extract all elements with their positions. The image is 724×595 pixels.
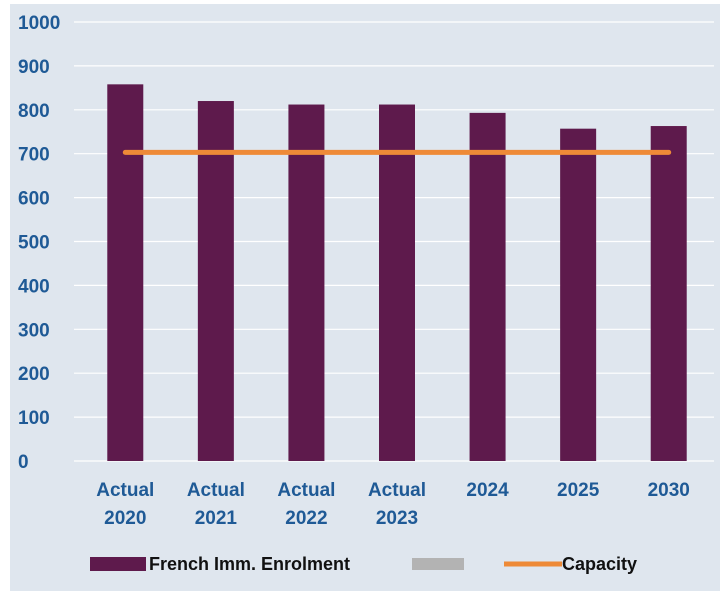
y-tick-label: 600	[18, 189, 50, 210]
legend-swatch-unlabeled	[412, 558, 464, 570]
enrolment-bar	[650, 126, 687, 461]
legend-label-enrolment: French Imm. Enrolment	[149, 554, 350, 574]
x-tick-label: 2024	[466, 480, 509, 501]
enrolment-bar	[197, 101, 234, 462]
x-tick-label: 2023	[376, 508, 418, 529]
y-tick-label: 500	[18, 233, 50, 254]
y-tick-label: 200	[18, 364, 50, 385]
y-tick-label: 1000	[18, 13, 60, 34]
x-tick-label: 2022	[285, 508, 327, 529]
enrolment-bar	[107, 84, 144, 461]
x-tick-label: Actual	[96, 480, 154, 501]
enrolment-bar	[469, 112, 506, 462]
y-tick-label: 300	[18, 320, 50, 341]
bar-chart: 0 100 200 300 400 500 600 700 800 900 1000 Actual 2…	[18, 13, 714, 574]
x-tick-label: Actual	[368, 480, 426, 501]
x-tick-label: 2020	[104, 508, 146, 529]
x-tick-label: Actual	[187, 480, 245, 501]
legend-swatch-enrolment	[90, 557, 146, 571]
y-tick-label: 100	[18, 408, 50, 429]
chart-panel: 0 100 200 300 400 500 600 700 800 900 1000 Actual 2…	[10, 4, 720, 591]
x-tick-label: 2025	[557, 480, 600, 501]
y-tick-label: 0	[18, 452, 29, 473]
enrolment-bar	[288, 104, 325, 462]
y-tick-label: 400	[18, 276, 50, 297]
legend: French Imm. Enrolment Capacity	[90, 554, 637, 574]
x-axis-tick-labels: Actual 2020 Actual 2021 Actual 2022 Actual 2023…	[96, 480, 690, 529]
x-tick-label: 2021	[195, 508, 238, 529]
enrolment-bars	[107, 84, 687, 462]
enrolment-bar	[560, 128, 597, 461]
y-tick-label: 700	[18, 145, 50, 166]
y-tick-label: 800	[18, 101, 50, 122]
x-tick-label: 2030	[648, 480, 690, 501]
legend-label-capacity: Capacity	[562, 554, 637, 574]
y-tick-label: 900	[18, 57, 50, 78]
x-tick-label: Actual	[277, 480, 335, 501]
enrolment-bar	[379, 104, 415, 462]
y-axis-tick-labels: 0 100 200 300 400 500 600 700 800 900 1000	[18, 13, 60, 473]
